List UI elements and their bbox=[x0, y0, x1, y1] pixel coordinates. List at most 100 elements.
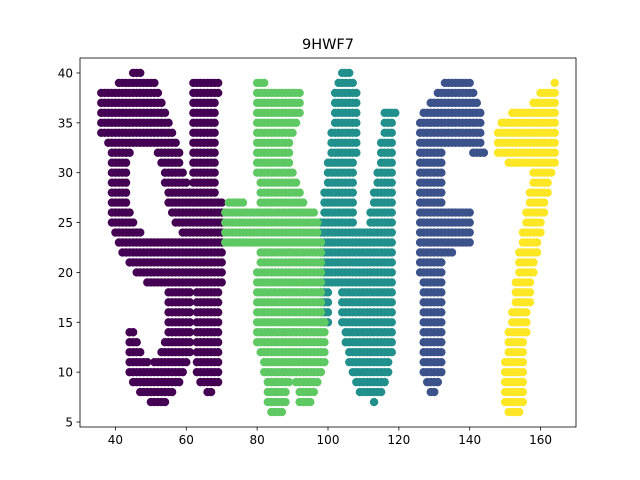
data-points bbox=[97, 68, 559, 417]
data-point bbox=[387, 328, 396, 337]
data-point bbox=[316, 268, 326, 277]
data-point bbox=[213, 338, 223, 347]
data-point bbox=[536, 218, 545, 227]
data-point bbox=[387, 188, 396, 197]
data-point bbox=[437, 168, 446, 177]
x-tick-label: 140 bbox=[458, 433, 481, 447]
data-point bbox=[518, 348, 528, 357]
data-point bbox=[348, 208, 357, 217]
data-point bbox=[437, 318, 446, 327]
data-point bbox=[295, 98, 304, 108]
data-point bbox=[306, 397, 315, 407]
data-point bbox=[153, 88, 163, 98]
data-point bbox=[178, 168, 187, 177]
data-point bbox=[291, 178, 301, 187]
x-tick-label: 120 bbox=[387, 433, 410, 447]
axes: 40 60 80 100 120 140 160 5 10 15 20 25 30 35 40 bbox=[58, 57, 577, 447]
data-point bbox=[309, 208, 319, 217]
data-point bbox=[213, 78, 223, 88]
data-point bbox=[238, 198, 248, 207]
data-point bbox=[281, 397, 290, 407]
data-point bbox=[532, 248, 542, 257]
data-point bbox=[348, 78, 357, 88]
series-2 bbox=[415, 78, 489, 397]
data-point bbox=[291, 118, 301, 128]
data-point bbox=[465, 228, 474, 237]
data-point bbox=[213, 367, 223, 377]
data-point bbox=[387, 338, 396, 347]
data-point bbox=[213, 308, 223, 317]
data-point bbox=[465, 218, 474, 227]
data-point bbox=[121, 158, 131, 167]
data-point bbox=[522, 318, 531, 327]
data-point bbox=[352, 148, 361, 157]
data-point bbox=[175, 377, 184, 387]
x-tick-label: 100 bbox=[317, 433, 340, 447]
y-tick-label: 35 bbox=[58, 116, 73, 130]
data-point bbox=[185, 348, 195, 357]
y-tick-label: 25 bbox=[58, 216, 73, 230]
data-point bbox=[532, 238, 542, 247]
data-point bbox=[539, 208, 549, 217]
data-point bbox=[387, 298, 396, 307]
data-point bbox=[313, 228, 322, 237]
data-point bbox=[348, 168, 357, 177]
data-point bbox=[437, 268, 446, 277]
data-point bbox=[182, 178, 191, 187]
series-3 bbox=[316, 68, 400, 407]
data-point bbox=[210, 158, 219, 167]
data-point bbox=[518, 377, 528, 387]
data-point bbox=[210, 138, 219, 147]
data-point bbox=[316, 298, 326, 307]
data-point bbox=[128, 218, 138, 227]
data-point bbox=[213, 377, 223, 387]
data-point bbox=[525, 288, 535, 297]
data-point bbox=[352, 88, 361, 98]
data-point bbox=[387, 208, 396, 217]
data-point bbox=[121, 178, 131, 187]
data-point bbox=[213, 318, 223, 327]
data-point bbox=[387, 318, 396, 327]
data-point bbox=[348, 158, 357, 167]
data-point bbox=[437, 348, 446, 357]
data-point bbox=[213, 348, 223, 357]
data-point bbox=[550, 98, 559, 108]
data-point bbox=[178, 367, 187, 377]
data-point bbox=[387, 168, 396, 177]
data-point bbox=[518, 338, 528, 347]
data-point bbox=[437, 338, 446, 347]
data-point bbox=[316, 278, 326, 287]
y-tick-label: 20 bbox=[58, 266, 73, 280]
data-point bbox=[387, 308, 396, 317]
data-point bbox=[316, 258, 326, 267]
data-point bbox=[210, 148, 219, 157]
data-point bbox=[387, 138, 396, 147]
data-point bbox=[384, 357, 393, 367]
data-point bbox=[476, 128, 485, 137]
data-point bbox=[323, 298, 333, 307]
data-point bbox=[433, 377, 443, 387]
data-point bbox=[522, 308, 531, 317]
data-point bbox=[348, 178, 357, 187]
data-point bbox=[121, 198, 131, 207]
data-point bbox=[213, 298, 223, 307]
data-point bbox=[284, 377, 294, 387]
series-1 bbox=[97, 68, 226, 407]
data-point bbox=[323, 308, 333, 317]
data-point bbox=[210, 168, 219, 177]
data-point bbox=[132, 338, 141, 347]
data-point bbox=[387, 248, 396, 257]
data-point bbox=[284, 138, 294, 147]
data-point bbox=[175, 158, 184, 167]
data-point bbox=[150, 78, 159, 88]
data-point bbox=[387, 288, 396, 297]
data-point bbox=[213, 357, 223, 367]
data-point bbox=[352, 98, 361, 108]
data-point bbox=[387, 218, 396, 227]
data-point bbox=[295, 108, 304, 118]
data-point bbox=[320, 328, 329, 337]
data-point bbox=[465, 208, 474, 217]
data-point bbox=[437, 158, 446, 167]
y-tick-label: 40 bbox=[58, 66, 73, 80]
